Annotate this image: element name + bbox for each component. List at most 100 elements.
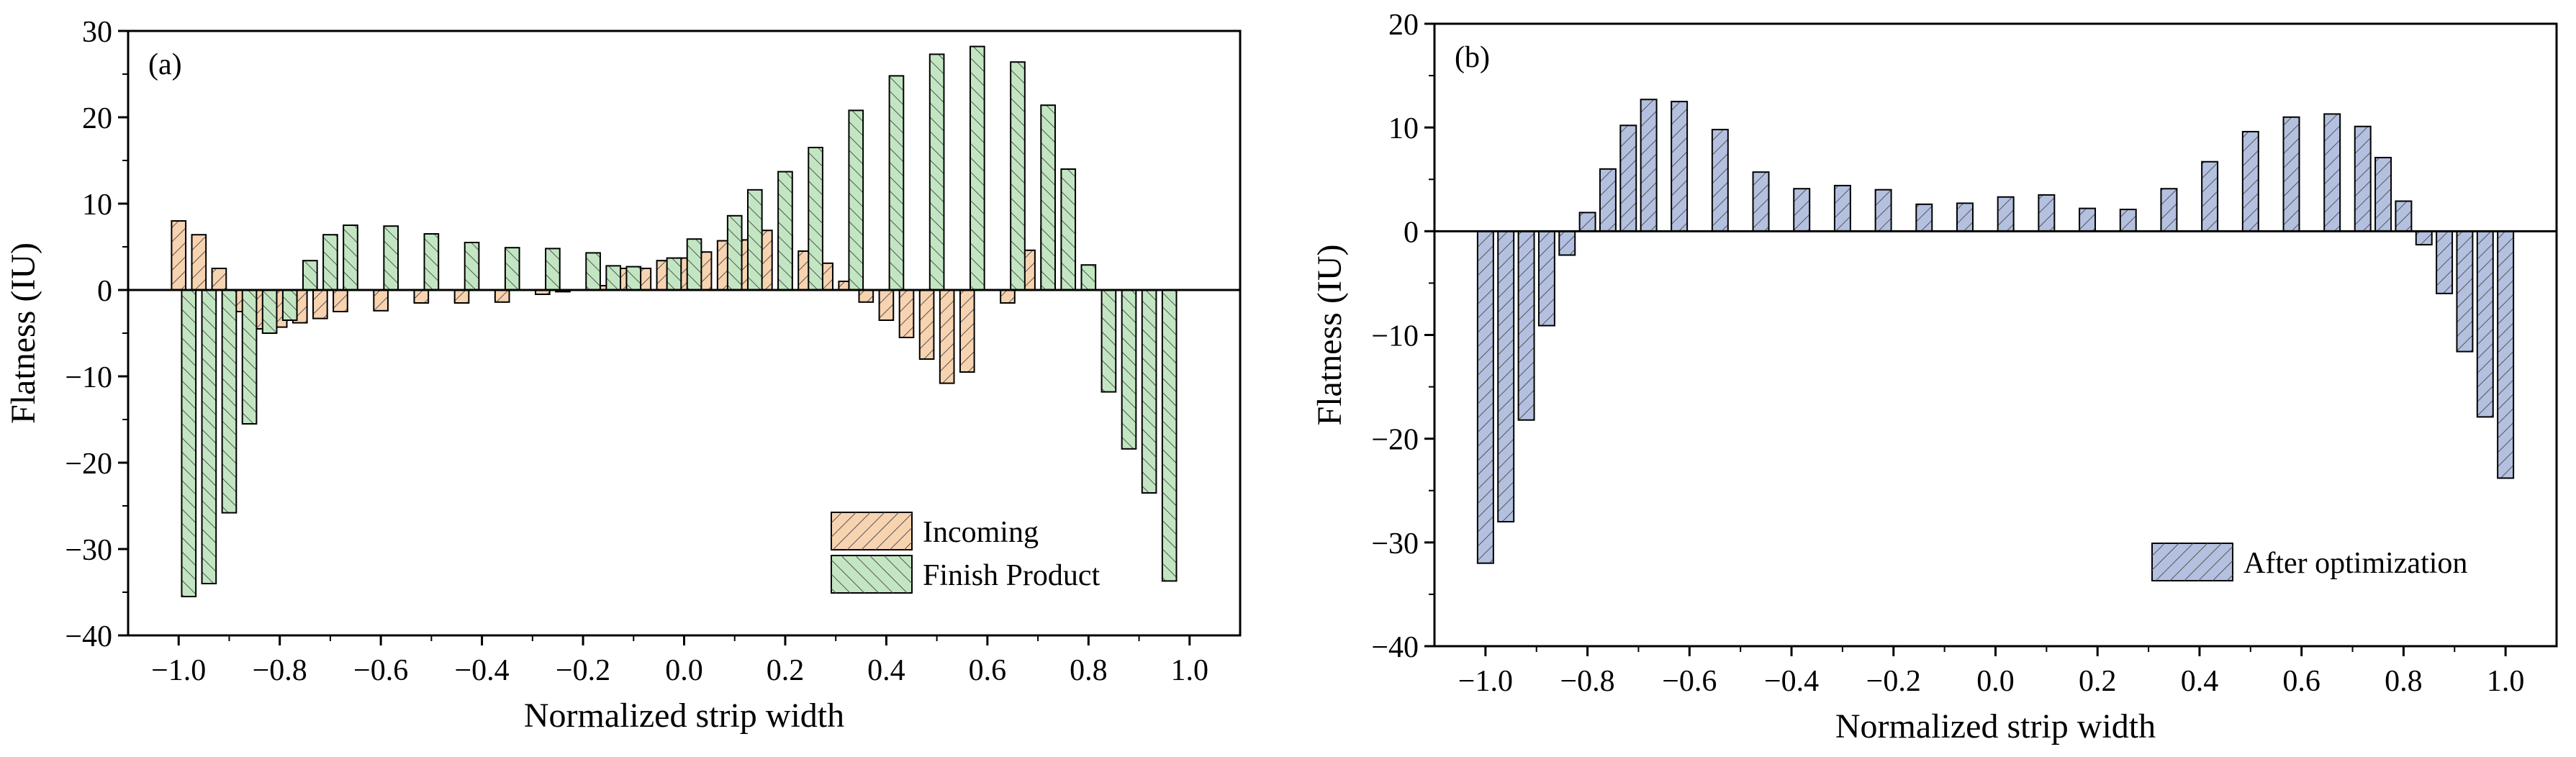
- after-optimization-bar-outline: [1517, 230, 1535, 421]
- y-tick-label: −40: [1371, 631, 1419, 664]
- finish-product-bar-outline: [1010, 61, 1026, 291]
- panel-b: −1.0 −0.8 −0.6 −0.4 −0.2 0.0 0.2 0.4 0.6 0.8 1.0 −4…: [1311, 9, 2558, 745]
- incoming-bar-outline: [939, 289, 955, 384]
- after-optimization-bar-outline: [1640, 99, 1658, 232]
- finish-product-bar-outline: [585, 252, 601, 291]
- finish-product-bar-outline: [848, 109, 864, 291]
- finish-product-bar-outline: [545, 248, 561, 291]
- incoming-bar-outline: [211, 268, 227, 291]
- y-tick-label: 20: [82, 102, 112, 135]
- after-optimization-bar-outline: [2354, 125, 2372, 232]
- y-tick-label: 30: [82, 16, 112, 49]
- finish-product-bar-outline: [686, 238, 702, 291]
- x-tick-label: 0.6: [2282, 665, 2320, 698]
- after-optimization-bar-outline: [1558, 230, 1576, 256]
- finish-product-bar-outline: [746, 189, 763, 291]
- finish-product-bar-outline: [322, 234, 338, 291]
- after-optimization-bar-outline: [1833, 184, 1851, 232]
- x-tick-label: 0.6: [969, 654, 1007, 687]
- x-tick-label: −0.2: [556, 654, 610, 687]
- finish-product-bar-outline: [888, 75, 905, 291]
- incoming-bar-outline: [413, 289, 430, 304]
- after-optimization-bar-outline: [2079, 207, 2097, 232]
- finish-product-bar-outline: [423, 233, 440, 291]
- after-optimization-bar-outline: [2456, 230, 2474, 353]
- x-tick-label: −0.8: [1560, 665, 1614, 698]
- x-tick-label: 0.2: [2079, 665, 2117, 698]
- incoming-bar-outline: [959, 289, 975, 373]
- incoming-bar-outline: [858, 289, 875, 303]
- after-optimization-bar-outline: [2395, 200, 2413, 232]
- x-tick-label: 0.8: [1070, 654, 1108, 687]
- incoming-bar-outline: [453, 289, 470, 304]
- y-tick-label: 0: [1404, 216, 1419, 249]
- finish-product-bar-outline: [1101, 289, 1117, 393]
- panel-b-bars: [1476, 99, 2515, 564]
- after-optimization-bar-outline: [1671, 101, 1689, 232]
- y-tick-label: −30: [65, 534, 112, 567]
- after-optimization-bar-outline: [2497, 230, 2515, 479]
- incoming-bar-outline: [494, 289, 510, 303]
- x-tick-label: 1.0: [2487, 665, 2525, 698]
- finish-product-bar-outline: [302, 260, 318, 291]
- incoming-bar-outline: [1000, 289, 1016, 304]
- incoming-bar-outline: [312, 289, 328, 319]
- finish-product-bar-outline: [726, 214, 743, 291]
- finish-product-bar-outline: [383, 225, 399, 291]
- panel-b-legend: After optimization: [2151, 543, 2467, 581]
- finish-product-bar-outline: [221, 289, 238, 514]
- finish-product-bar-outline: [928, 53, 945, 291]
- y-tick-label: −30: [1371, 527, 1419, 561]
- finish-product-bar-outline: [464, 242, 480, 291]
- incoming-bar-outline: [898, 289, 915, 338]
- legend-label-after-optimization: After optimization: [2243, 547, 2467, 580]
- finish-product-bar-outline: [1121, 289, 1137, 450]
- finish-product-bar-outline: [625, 266, 642, 291]
- panel-a-bars: [171, 45, 1178, 597]
- panel-a: −1.0 −0.8 −0.6 −0.4 −0.2 0.0 0.2 0.4 0.6 0.8 1.0 −4…: [4, 16, 1242, 735]
- finish-product-bar-outline: [1060, 168, 1077, 291]
- x-tick-label: −0.4: [1764, 665, 1819, 698]
- incoming-bar-outline: [878, 289, 895, 321]
- panel-b-label: (b): [1455, 41, 1490, 74]
- x-tick-label: −0.6: [1662, 665, 1717, 698]
- x-tick-label: 0.8: [2385, 665, 2423, 698]
- finish-product-bar-outline: [504, 247, 520, 291]
- panel-b-y-axis-title: Flatness (IU): [1311, 245, 1349, 426]
- after-optimization-bar-outline: [2119, 209, 2137, 232]
- after-optimization-bar-outline: [1578, 212, 1596, 232]
- finish-product-bar-outline: [261, 289, 278, 334]
- finish-product-bar-outline: [343, 225, 358, 291]
- x-tick-label: 0.0: [665, 654, 703, 687]
- finish-product-bar-outline: [1080, 264, 1097, 291]
- finish-product-bar-outline: [666, 257, 682, 291]
- legend-swatch-incoming-hatch: [831, 512, 912, 550]
- after-optimization-bar-outline: [1711, 129, 1729, 232]
- panel-b-x-axis-title: Normalized strip width: [1835, 707, 2156, 745]
- finish-product-bar-outline: [808, 147, 823, 291]
- y-tick-label: −40: [65, 620, 112, 653]
- finish-product-bar-outline: [1161, 289, 1178, 582]
- x-tick-label: 0.0: [1976, 665, 2015, 698]
- finish-product-bar-outline: [605, 265, 622, 291]
- after-optimization-bar-outline: [2374, 156, 2392, 232]
- after-optimization-bar-outline: [1997, 196, 2015, 232]
- after-optimization-bar-outline: [2038, 194, 2056, 232]
- after-optimization-bar-outline: [1752, 171, 1770, 232]
- incoming-bar-outline: [191, 234, 207, 291]
- x-tick-label: 0.2: [767, 654, 805, 687]
- after-optimization-bar-outline: [2241, 130, 2259, 232]
- y-tick-label: 10: [82, 189, 112, 222]
- finish-product-bar-outline: [241, 289, 258, 425]
- legend-label-finish-product: Finish Product: [923, 559, 1101, 592]
- incoming-bar-outline: [918, 289, 935, 360]
- finish-product-bar-outline: [777, 171, 793, 291]
- y-tick-label: −20: [1371, 424, 1419, 457]
- finish-product-bar-outline: [1141, 289, 1157, 494]
- finish-product-bar-outline: [1040, 104, 1056, 291]
- incoming-bar-outline: [333, 289, 348, 312]
- x-tick-label: 0.4: [867, 654, 905, 687]
- panel-b-ticks: −1.0 −0.8 −0.6 −0.4 −0.2 0.0 0.2 0.4 0.6 0.8 1.0 −4…: [1371, 9, 2524, 698]
- panel-a-label: (a): [148, 48, 182, 81]
- after-optimization-bar-outline: [2160, 188, 2178, 232]
